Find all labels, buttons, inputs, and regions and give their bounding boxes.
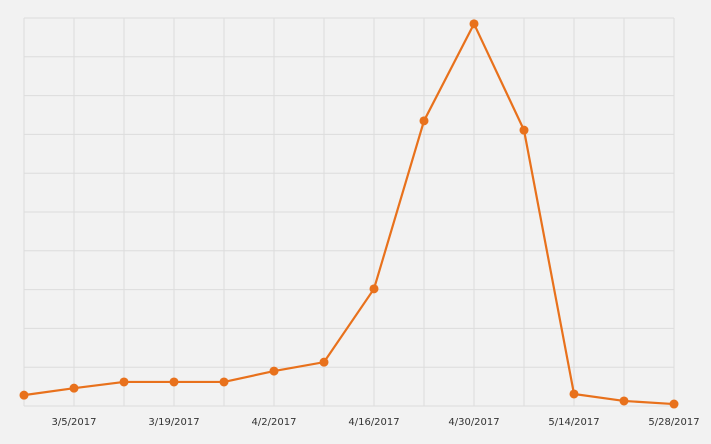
x-tick-label: 5/14/2017 xyxy=(548,417,599,428)
x-tick-label: 4/30/2017 xyxy=(448,417,499,428)
data-point xyxy=(219,377,229,387)
data-point xyxy=(369,284,379,294)
data-point xyxy=(119,377,129,387)
data-point xyxy=(69,383,79,393)
data-point xyxy=(169,377,179,387)
data-point xyxy=(269,366,279,376)
x-tick-label: 3/19/2017 xyxy=(148,417,199,428)
x-tick-label: 4/16/2017 xyxy=(348,417,399,428)
x-tick-label: 5/28/2017 xyxy=(648,417,699,428)
x-tick-label: 3/5/2017 xyxy=(52,417,97,428)
data-point xyxy=(619,396,629,406)
data-point xyxy=(519,125,529,135)
data-point xyxy=(469,19,479,29)
series-line xyxy=(23,21,675,406)
data-point xyxy=(19,390,29,400)
data-point xyxy=(569,389,579,399)
data-point xyxy=(419,116,429,126)
x-tick-label: 4/2/2017 xyxy=(252,417,297,428)
data-point xyxy=(319,357,329,367)
data-point xyxy=(669,399,679,409)
